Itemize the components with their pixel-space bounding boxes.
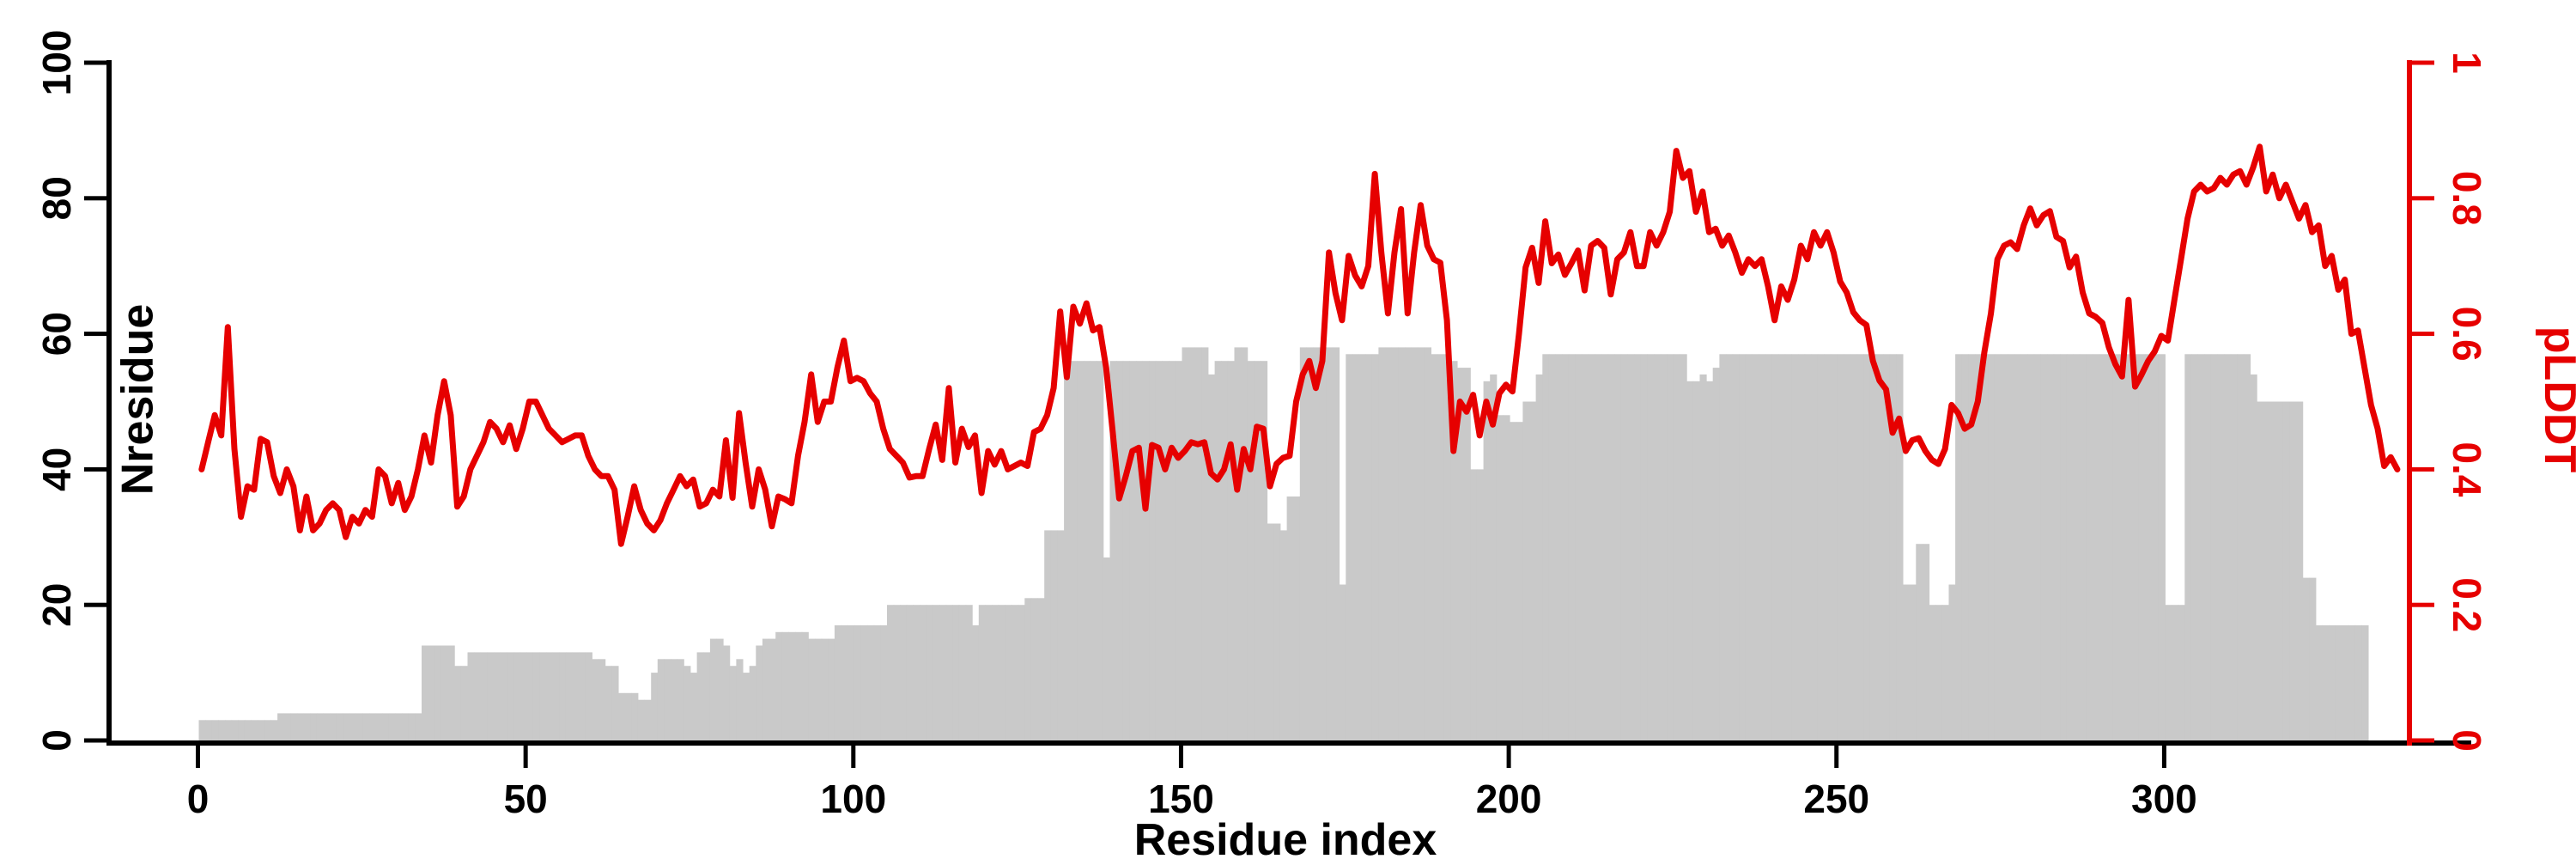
x-tick-label: 0 [187,777,210,821]
nresidue-bars [198,347,2369,742]
yright-tick-label: 0.4 [2445,442,2489,497]
yright-tick-label: 0.6 [2445,307,2489,362]
x-tick-label: 200 [1476,777,1542,821]
yright-tick-label: 0 [2445,729,2489,752]
x-tick-label: 50 [504,777,548,821]
x-tick-label: 300 [2131,777,2197,821]
yleft-tick-label: 60 [34,312,79,356]
x-tick-label: 250 [1803,777,1869,821]
y-axis-title-right: pLDDT [2535,326,2576,473]
yleft-tick-label: 40 [34,448,79,491]
yright-tick-label: 1 [2445,52,2489,74]
yleft-tick-label: 0 [34,729,79,752]
axes: 0 20 40 60 80 100 0 50 100 150 200 250 300 0 0.2 0.4 0.6… [34,30,2489,821]
x-tick-label: 100 [820,777,886,821]
yleft-tick-label: 20 [34,583,79,627]
bottom-spine [106,740,2471,746]
yright-tick-label: 0.8 [2445,171,2489,226]
x-tick-label: 150 [1148,777,1214,821]
left-spine [106,60,112,740]
right-spine [2407,60,2412,746]
y-axis-title-left: Nresidue [112,303,163,496]
yleft-tick-label: 100 [34,30,79,96]
x-axis-title: Residue index [1133,815,1437,859]
yright-tick-label: 0.2 [2445,577,2489,632]
yleft-tick-label: 80 [34,176,79,220]
plddt-line [198,143,2401,547]
